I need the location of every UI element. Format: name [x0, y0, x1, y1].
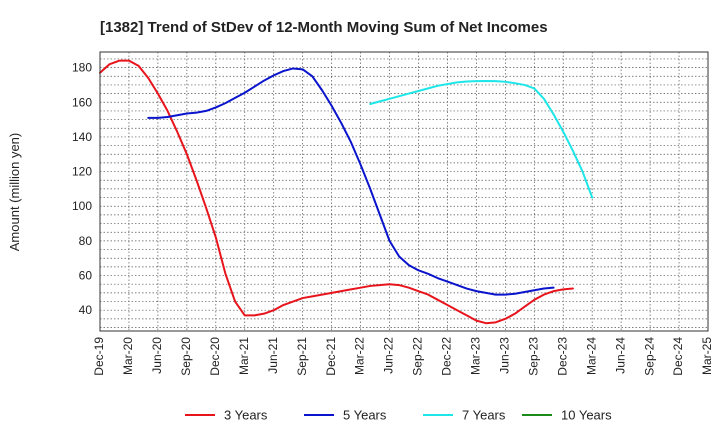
x-tick-label: Jun-22 — [382, 337, 396, 374]
y-tick-label: 60 — [79, 269, 93, 283]
legend[interactable]: 3 Years 5 Years 7 Years 10 Years — [185, 408, 612, 423]
x-tick-label: Jun-20 — [150, 337, 164, 374]
x-tick-label: Dec-20 — [208, 337, 222, 376]
y-tick-labels: 40 60 80 100 120 140 160 180 — [72, 61, 92, 318]
x-tick-label: Dec-23 — [555, 337, 569, 376]
series-lines — [99, 59, 594, 325]
x-tick-labels: Dec-19 Mar-20 Jun-20 Sep-20 Dec-20 Mar-21 Jun-… — [92, 337, 714, 376]
x-tick-label: Mar-23 — [469, 337, 483, 375]
x-tick-label: Mar-20 — [121, 337, 135, 375]
x-tick-label: Dec-19 — [92, 337, 106, 376]
y-tick-label: 40 — [79, 303, 93, 317]
x-tick-label: Dec-22 — [440, 337, 454, 376]
x-tick-label: Sep-20 — [179, 337, 193, 376]
legend-label: 7 Years — [462, 408, 506, 423]
y-tick-label: 140 — [72, 130, 92, 144]
x-tick-label: Mar-21 — [237, 337, 251, 375]
y-axis-label: Amount (million yen) — [7, 133, 22, 252]
plot-frame — [99, 51, 709, 332]
x-tick-label: Dec-24 — [671, 337, 685, 376]
series-line-2 — [147, 67, 555, 296]
x-tick-label: Jun-24 — [613, 337, 627, 374]
series-line-1 — [99, 59, 574, 325]
grid — [100, 52, 708, 331]
y-tick-label: 80 — [79, 234, 93, 248]
y-tick-label: 180 — [72, 61, 92, 75]
x-tick-label: Mar-25 — [700, 337, 714, 375]
y-tick-label: 160 — [72, 95, 92, 109]
y-tick-label: 100 — [72, 199, 92, 213]
x-tick-label: Jun-23 — [498, 337, 512, 374]
x-tick-label: Jun-21 — [266, 337, 280, 374]
x-tick-label: Sep-24 — [642, 337, 656, 376]
legend-label: 10 Years — [561, 408, 612, 423]
x-tick-label: Sep-23 — [526, 337, 540, 376]
y-tick-label: 120 — [72, 165, 92, 179]
series-line-3 — [369, 79, 594, 199]
x-tick-label: Sep-22 — [411, 337, 425, 376]
legend-label: 3 Years — [224, 408, 268, 423]
x-tick-label: Sep-21 — [295, 337, 309, 376]
legend-label: 5 Years — [343, 408, 387, 423]
x-tick-label: Mar-24 — [584, 337, 598, 375]
chart-title: [1382] Trend of StDev of 12-Month Moving… — [100, 19, 548, 36]
x-tick-label: Dec-21 — [324, 337, 338, 376]
x-tick-label: Mar-22 — [353, 337, 367, 375]
